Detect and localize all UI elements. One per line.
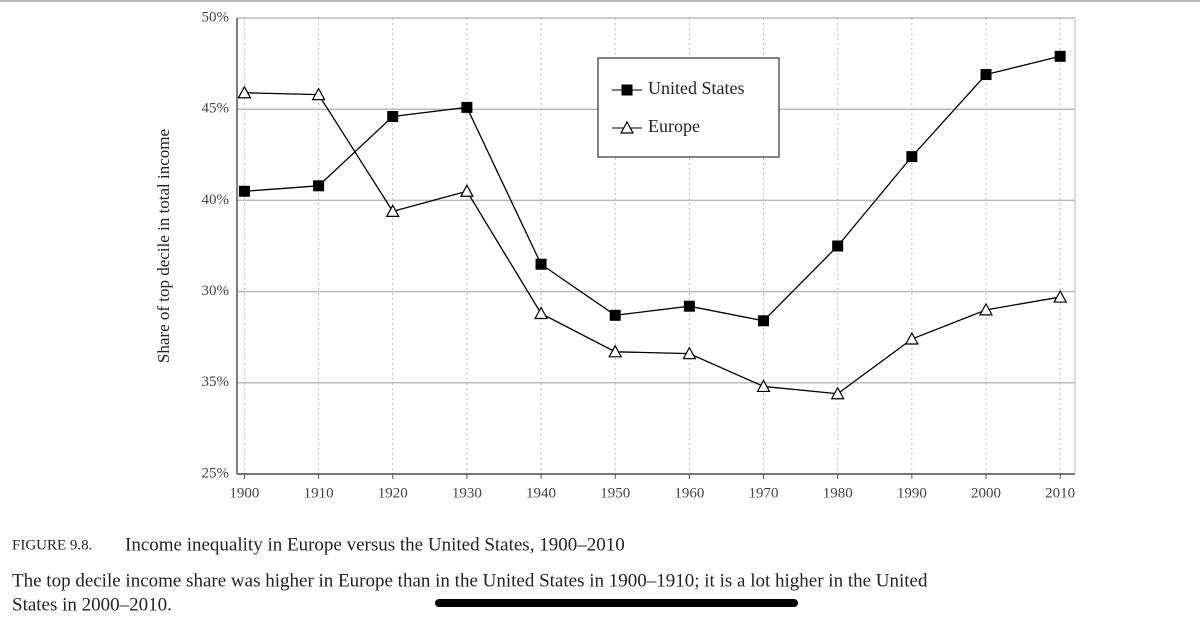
point — [1054, 50, 1066, 62]
x-tick-label: 1940 — [526, 485, 556, 501]
selection-bar — [435, 599, 798, 607]
x-tick-label: 1920 — [378, 485, 408, 501]
x-tick-label: 2010 — [1045, 485, 1075, 501]
x-tick-label: 1950 — [600, 485, 630, 501]
point — [978, 302, 994, 316]
point — [311, 87, 326, 101]
legend-label: United States — [648, 78, 745, 98]
point — [980, 69, 992, 81]
plot-area: 25% 35% 30% 40% 45% 50% 1900 1910 1920 1930 1940 19… — [202, 9, 1076, 501]
point — [1053, 289, 1068, 303]
point — [387, 110, 399, 122]
x-tick-label: 2000 — [971, 485, 1001, 501]
x-tick-label: 1980 — [823, 485, 853, 501]
figure-number: FIGURE 9.8. — [12, 537, 92, 553]
y-tick-label: 25% — [202, 465, 230, 481]
caption-line: The top decile income share was higher i… — [12, 570, 928, 591]
y-tick-label: 50% — [202, 9, 230, 25]
point — [385, 204, 400, 217]
caption-line: States in 2000–2010. — [12, 594, 172, 615]
series-line — [244, 92, 1061, 395]
point — [682, 346, 697, 360]
x-tick-label: 1900 — [229, 485, 259, 501]
point — [238, 185, 250, 197]
x-tick-label: 1930 — [452, 485, 482, 501]
legend-box — [597, 57, 780, 158]
y-tick-label: 35% — [202, 374, 230, 390]
y-tick-label: 40% — [202, 192, 230, 208]
figure-title: Income inequality in Europe versus the U… — [125, 534, 625, 555]
x-tick-label: 1990 — [897, 485, 927, 501]
point — [535, 258, 547, 270]
point — [609, 309, 621, 321]
legend-marker — [621, 84, 633, 96]
y-axis-label: Share of top decile in total income — [154, 129, 173, 363]
x-tick-label: 1970 — [749, 485, 779, 501]
x-tick-label: 1910 — [304, 485, 334, 501]
point — [608, 344, 623, 358]
legend: United States Europe — [597, 57, 780, 158]
point — [756, 379, 771, 393]
point — [461, 101, 473, 113]
series-line — [244, 55, 1061, 322]
point — [832, 240, 844, 252]
point — [904, 331, 919, 345]
point — [459, 184, 474, 197]
y-tick-label: 45% — [202, 101, 230, 117]
point — [683, 300, 695, 312]
point — [906, 151, 918, 163]
point — [313, 180, 325, 192]
legend-marker — [619, 120, 635, 134]
x-tick-label: 1960 — [674, 485, 704, 501]
point — [830, 386, 845, 400]
point — [237, 85, 252, 99]
legend-label: Europe — [648, 116, 700, 136]
point — [758, 315, 770, 327]
y-tick-label: 30% — [202, 283, 230, 299]
point — [534, 306, 549, 320]
